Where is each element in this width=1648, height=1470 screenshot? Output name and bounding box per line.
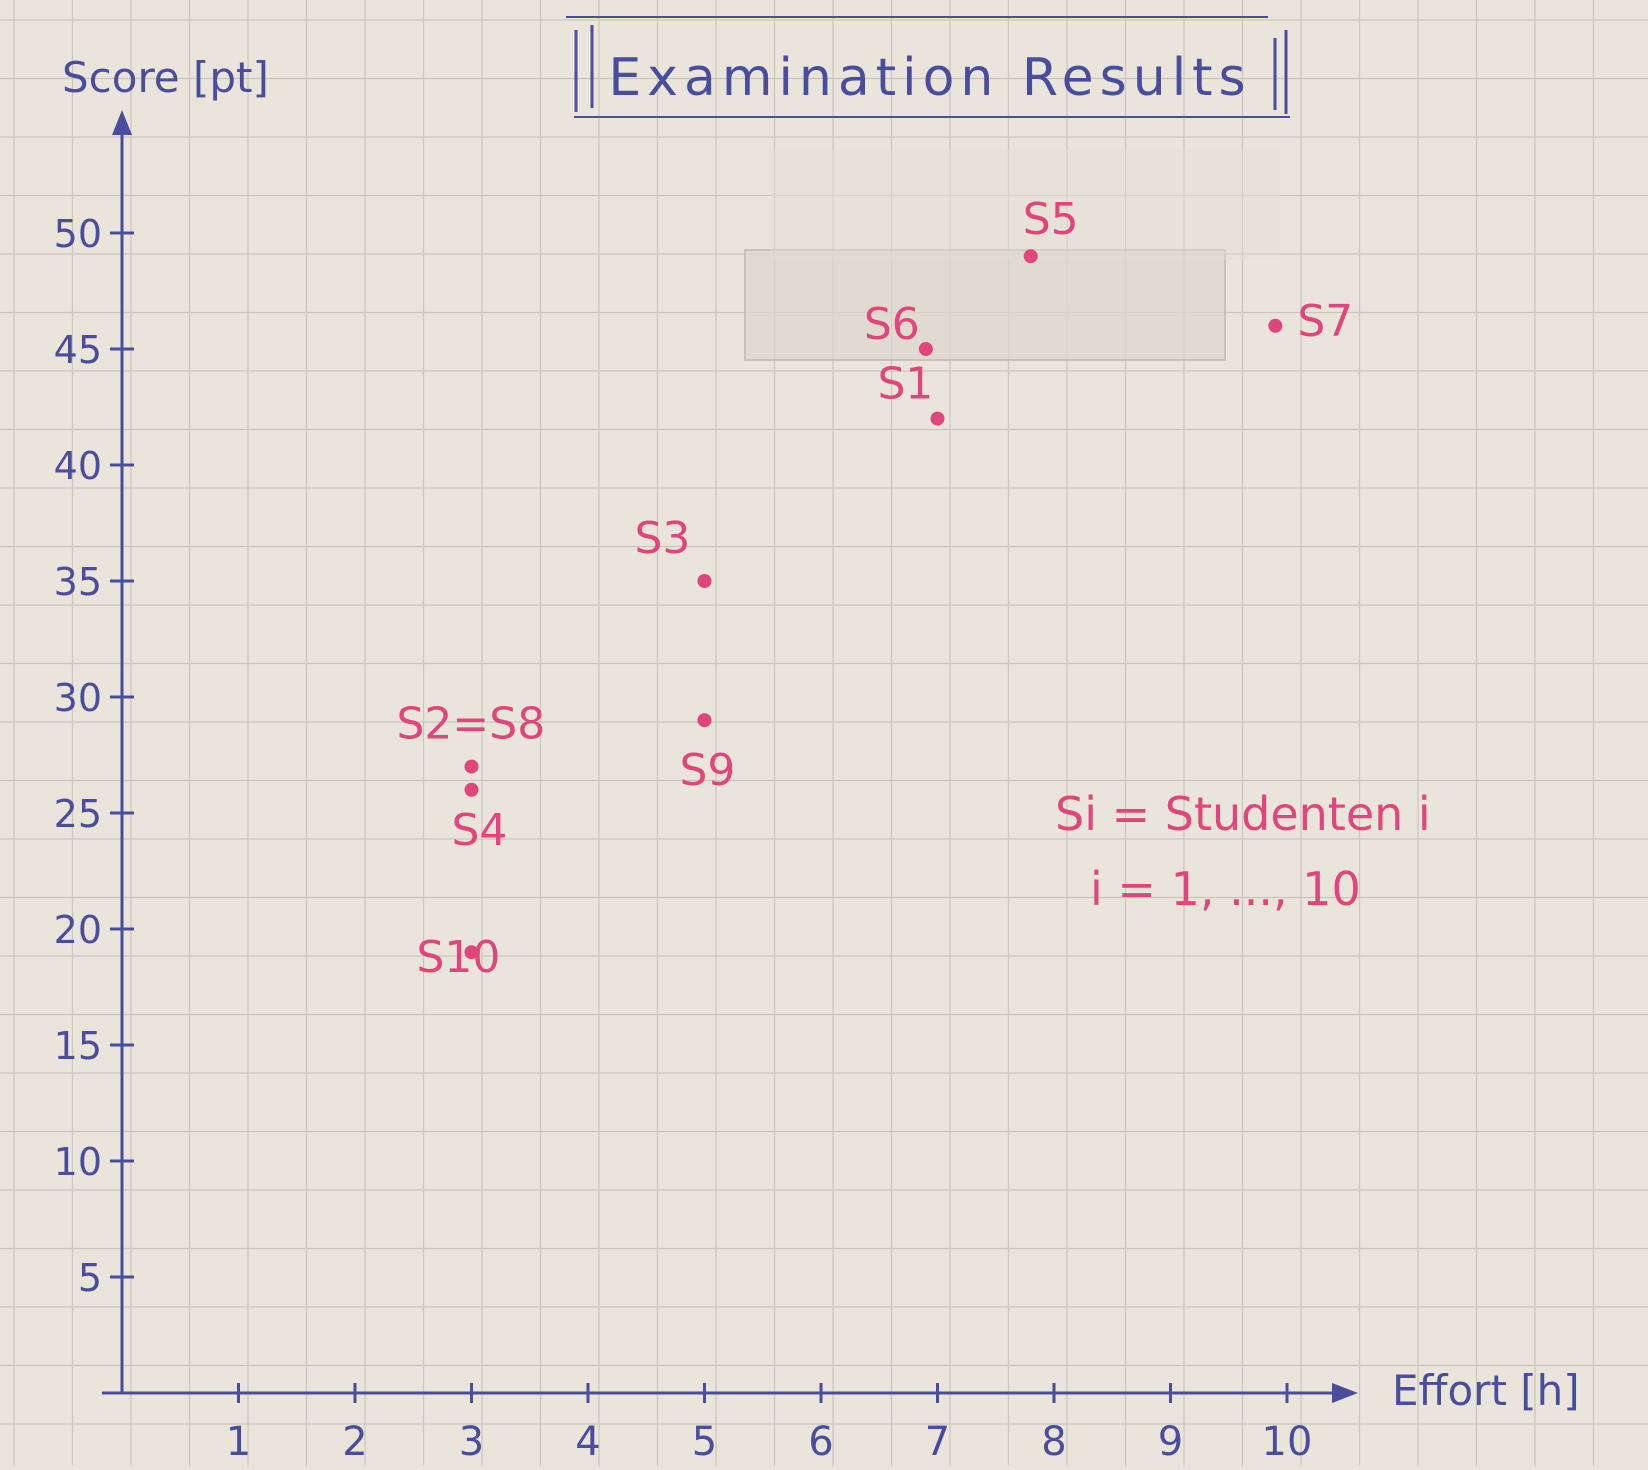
data-point: [464, 759, 479, 774]
x-ticks: 1 2 3 4 5 6 7 8 9 10: [226, 1383, 1313, 1465]
data-point: [930, 411, 945, 426]
data-point: [464, 782, 479, 797]
data-point-label: S10: [417, 932, 501, 983]
y-tick-label: 10: [54, 1140, 102, 1184]
chart-title-box: Examination Results: [566, 16, 1290, 118]
y-ticks: 5 10 15 20 25 30 35 40 45 50: [54, 212, 134, 1300]
data-point-label: S4: [452, 805, 508, 856]
x-tick-label: 8: [1041, 1419, 1066, 1465]
x-tick-label: 10: [1262, 1419, 1313, 1465]
chart-title: Examination Results: [608, 48, 1251, 108]
x-tick-label: 6: [808, 1419, 833, 1465]
data-point-label: S2=S8: [397, 699, 546, 750]
annotation-line-2: i = 1, ..., 10: [1090, 862, 1361, 916]
y-tick-label: 35: [54, 560, 102, 604]
x-tick-label: 2: [342, 1419, 367, 1465]
data-point-label: S6: [864, 299, 920, 350]
data-points: S1 S2=S8 S3 S4 S5 S6 S7 S9 S10: [397, 194, 1354, 983]
x-axis-arrow-icon: [1332, 1383, 1358, 1403]
y-tick-label: 25: [54, 792, 102, 836]
x-tick-label: 5: [692, 1419, 717, 1465]
data-point: [697, 574, 712, 588]
x-tick-label: 9: [1158, 1419, 1183, 1465]
data-point-label: S7: [1297, 296, 1353, 347]
data-point: [1268, 318, 1283, 333]
data-point: [918, 342, 933, 356]
data-point: [464, 945, 479, 960]
y-tick-label: 30: [54, 676, 102, 720]
x-tick-label: 1: [226, 1419, 251, 1465]
data-point: [697, 713, 712, 728]
x-tick-label: 4: [575, 1419, 600, 1465]
x-tick-label: 7: [925, 1419, 950, 1465]
data-point-label: S3: [635, 513, 691, 564]
y-tick-label: 20: [54, 908, 102, 952]
y-axis-label: Score [pt]: [62, 53, 269, 102]
data-point-label: S5: [1023, 194, 1079, 245]
data-point-label: S9: [680, 745, 736, 796]
data-point: [1023, 249, 1038, 264]
annotation-line-1: Si = Studenten i: [1055, 787, 1431, 841]
y-tick-label: 5: [78, 1256, 102, 1300]
x-axis-label: Effort [h]: [1392, 1366, 1580, 1415]
y-tick-label: 40: [54, 444, 102, 488]
annotation: Si = Studenten i i = 1, ..., 10: [1055, 787, 1431, 916]
y-tick-label: 45: [54, 328, 102, 372]
tape-strip: [744, 150, 1280, 361]
x-tick-label: 3: [459, 1419, 484, 1465]
y-tick-label: 15: [54, 1024, 102, 1068]
y-tick-label: 50: [54, 212, 102, 256]
y-axis-arrow-icon: [112, 110, 132, 135]
data-point-label: S1: [878, 359, 934, 410]
axes: Score [pt] Effort [h]: [62, 53, 1580, 1415]
